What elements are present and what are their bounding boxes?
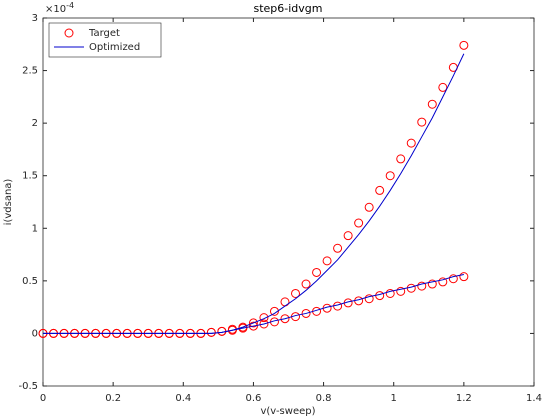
data-point (375, 185, 385, 195)
y-tick-label: -0.5 (18, 381, 38, 392)
data-point (406, 138, 416, 148)
data-point (354, 218, 364, 228)
data-point (248, 318, 258, 328)
legend-marker (64, 28, 74, 38)
data-point (206, 327, 216, 337)
data-point (459, 40, 469, 50)
data-point (322, 256, 332, 266)
x-tick-label: 1 (391, 393, 397, 404)
data-point (227, 325, 237, 335)
data-point (248, 321, 258, 331)
y-tick-label: 0 (32, 328, 38, 339)
y-tick-label: 3 (32, 13, 38, 24)
data-point (301, 279, 311, 289)
y-multiplier: ×10-4 (45, 1, 74, 16)
data-point (280, 314, 290, 324)
legend-label: Optimized (89, 42, 140, 53)
x-axis-label: v(v-sweep) (260, 406, 315, 417)
data-point (396, 286, 406, 296)
data-point (396, 154, 406, 164)
data-point (364, 202, 374, 212)
data-point (385, 288, 395, 298)
x-tick-label: 0.6 (245, 393, 261, 404)
data-point (259, 313, 269, 323)
data-point (438, 82, 448, 92)
data-point (385, 171, 395, 181)
data-point (448, 274, 458, 284)
x-tick-label: 0.2 (105, 393, 121, 404)
legend-label: Target (88, 28, 120, 39)
data-point (417, 281, 427, 291)
x-tick-label: 1.4 (526, 393, 542, 404)
y-tick-label: 1.5 (22, 171, 38, 182)
data-point (269, 306, 279, 316)
y-tick-label: 1 (32, 223, 38, 234)
x-tick-label: 0.8 (316, 393, 332, 404)
data-point (259, 319, 269, 329)
y-tick-label: 2 (32, 118, 38, 129)
data-point (333, 243, 343, 253)
y-tick-label: 0.5 (22, 276, 38, 287)
data-point (427, 99, 437, 109)
data-point (427, 279, 437, 289)
legend-box (48, 22, 162, 58)
x-tick-label: 0.4 (175, 393, 191, 404)
data-point (364, 294, 374, 304)
data-point (417, 117, 427, 127)
x-tick-label: 0 (40, 393, 46, 404)
plot-area (42, 17, 535, 387)
data-point (291, 288, 301, 298)
x-tick-label: 1.2 (456, 393, 472, 404)
data-point (343, 231, 353, 241)
data-point (312, 267, 322, 277)
data-point (438, 277, 448, 287)
data-point (301, 308, 311, 318)
data-point (459, 272, 469, 282)
data-line (43, 274, 464, 334)
y-tick-label: 2.5 (22, 66, 38, 77)
y-axis-label: i(vdsana) (3, 179, 14, 226)
chart-title: step6-idvgm (253, 2, 322, 15)
